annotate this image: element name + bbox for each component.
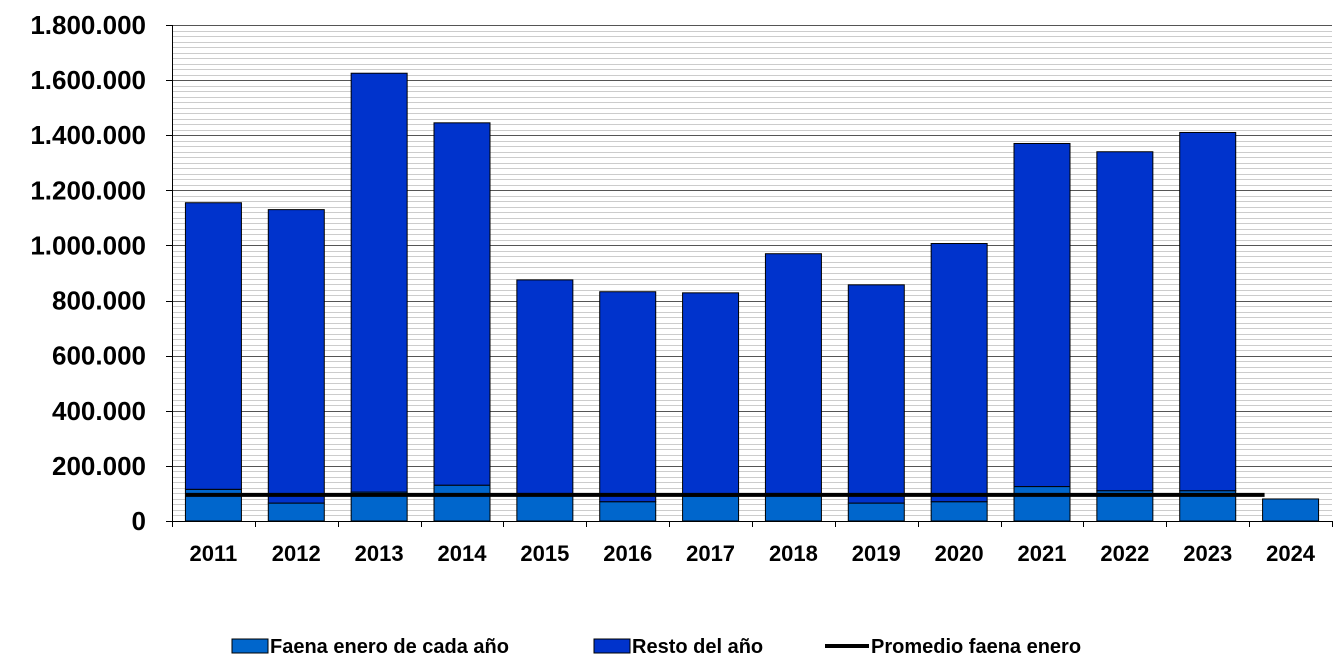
bar-enero-2012 (267, 502, 325, 522)
bar-resto-2018 (764, 253, 822, 494)
legend-item-resto: Resto del año (593, 636, 763, 658)
bar-enero-2013 (350, 491, 408, 522)
bar-resto-2021 (1013, 142, 1071, 488)
x-tick-label: 2024 (1266, 541, 1316, 566)
bar-resto-2016 (599, 291, 657, 503)
x-tick-label: 2011 (190, 541, 238, 566)
legend-label: Resto del año (632, 636, 763, 658)
legend-item-promedio: Promedio faena enero (825, 636, 1081, 658)
y-tick-label: 200.000 (52, 451, 146, 481)
x-tick-label: 2020 (935, 541, 984, 566)
x-tick-label: 2013 (355, 541, 404, 566)
bar-resto-2020 (930, 243, 988, 503)
y-tick-label: 1.000.000 (30, 230, 146, 260)
bar-resto-2012 (267, 209, 325, 504)
bar-enero-2017 (682, 495, 740, 522)
y-tick-label: 1.400.000 (30, 120, 146, 150)
bar-enero-2024 (1262, 498, 1320, 522)
bar-resto-2013 (350, 72, 408, 493)
y-tick-labels: 0 200.000 400.000 600.000 800.000 1.000.000 1.… (30, 10, 146, 536)
legend: Faena enero de cada año Resto del año Prom… (231, 636, 1081, 658)
bar-resto-2014 (433, 122, 491, 486)
y-tick-label: 800.000 (52, 286, 146, 316)
axes (166, 25, 1333, 527)
bar-resto-2019 (847, 284, 905, 504)
bar-enero-2016 (599, 501, 657, 522)
plot-background (172, 25, 1332, 521)
x-tick-label: 2018 (769, 541, 818, 566)
plot-area (172, 25, 1332, 521)
x-tick-label: 2021 (1018, 541, 1067, 566)
y-tick-label: 1.200.000 (30, 175, 146, 205)
x-tick-label: 2017 (686, 541, 735, 566)
x-tick-labels: 2011 2012 2013 2014 2015 2016 2017 2018 2019 2020… (190, 541, 1316, 566)
bar-enero-2015 (516, 492, 574, 522)
y-tick-label: 1.600.000 (30, 65, 146, 95)
bar-resto-2017 (682, 292, 740, 497)
legend-swatch (593, 638, 631, 654)
bar-resto-2022 (1096, 151, 1154, 492)
bar-resto-2015 (516, 279, 574, 494)
x-tick-label: 2012 (272, 541, 321, 566)
y-tick-label: 1.800.000 (30, 10, 146, 40)
legend-swatch (231, 638, 269, 654)
bar-enero-2021 (1013, 486, 1071, 522)
bars (184, 72, 1320, 522)
x-tick-label: 2015 (520, 541, 569, 566)
x-tick-label: 2022 (1100, 541, 1149, 566)
bar-resto-2011 (184, 202, 242, 490)
x-tick-label: 2016 (603, 541, 652, 566)
x-tick-label: 2019 (852, 541, 901, 566)
bar-enero-2019 (847, 502, 905, 522)
y-tick-label: 600.000 (52, 341, 146, 371)
legend-label: Faena enero de cada año (270, 636, 509, 658)
x-tick-label: 2014 (438, 541, 488, 566)
legend-label: Promedio faena enero (871, 636, 1081, 658)
bar-enero-2018 (764, 492, 822, 522)
x-tick-label: 2023 (1183, 541, 1232, 566)
bar-resto-2023 (1179, 131, 1237, 492)
bar-enero-2020 (930, 501, 988, 522)
y-tick-label: 400.000 (52, 396, 146, 426)
legend-item-enero: Faena enero de cada año (231, 636, 509, 658)
bar-enero-2014 (433, 484, 491, 522)
y-tick-label: 0 (132, 506, 146, 536)
